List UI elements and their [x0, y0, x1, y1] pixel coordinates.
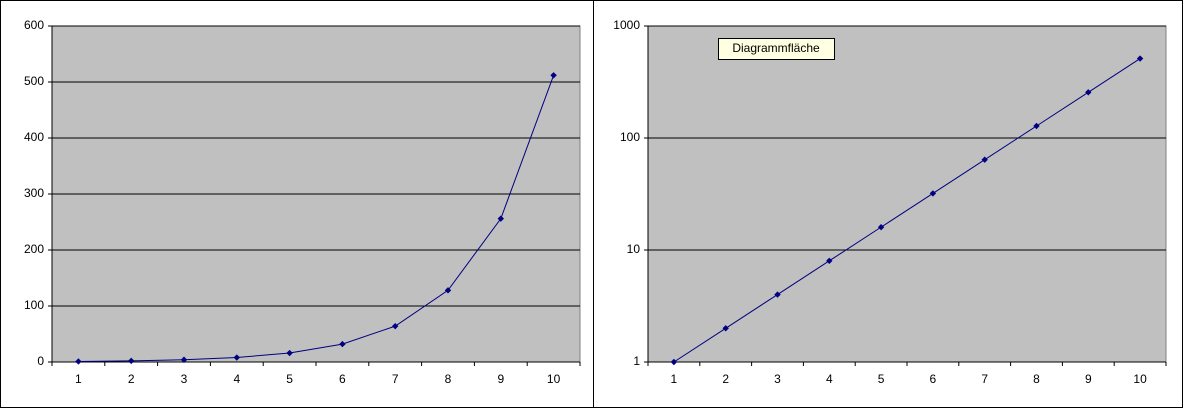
x-tick-label: 1	[75, 372, 82, 386]
y-tick-label: 500	[24, 74, 44, 88]
y-tick-label: 1	[633, 354, 640, 368]
tooltip-text: Diagrammfläche	[732, 41, 820, 55]
y-tick-label: 600	[24, 18, 44, 32]
data-marker	[929, 190, 937, 197]
y-tick-label: 1000	[613, 18, 640, 32]
x-tick-label: 10	[1133, 372, 1147, 386]
data-marker	[497, 215, 504, 222]
data-marker	[550, 72, 557, 79]
data-marker	[180, 356, 188, 363]
data-marker	[339, 340, 346, 348]
data-marker	[1085, 89, 1092, 96]
data-line	[78, 75, 555, 362]
data-marker	[722, 325, 729, 332]
x-tick-label: 6	[339, 372, 346, 386]
data-marker	[128, 357, 135, 365]
x-tick-label: 3	[774, 372, 781, 386]
x-tick-label: 10	[547, 372, 561, 386]
data-marker	[670, 358, 678, 366]
data-marker	[826, 257, 833, 265]
data-marker	[444, 287, 452, 294]
tooltip-box	[718, 38, 835, 60]
y-tick-label: 400	[24, 130, 44, 144]
data-marker	[774, 291, 781, 298]
x-tick-label: 4	[233, 372, 240, 386]
x-tick-label: 1	[671, 372, 678, 386]
x-tick-label: 7	[392, 372, 399, 386]
y-tick-label: 10	[627, 242, 641, 256]
x-tick-label: 6	[930, 372, 937, 386]
plot-area	[647, 25, 1167, 363]
data-marker	[392, 322, 399, 330]
y-tick-label: 200	[24, 242, 44, 256]
x-tick-label: 9	[1085, 372, 1092, 386]
data-marker	[286, 349, 293, 357]
x-tick-label: 5	[286, 372, 293, 386]
data-marker	[981, 156, 988, 163]
data-line	[673, 58, 1141, 363]
x-tick-label: 8	[445, 372, 452, 386]
x-tick-label: 4	[826, 372, 833, 386]
x-tick-label: 8	[1033, 372, 1040, 386]
data-marker	[233, 354, 240, 361]
data-marker	[75, 358, 82, 365]
data-marker	[1033, 122, 1040, 130]
y-tick-label: 100	[620, 130, 640, 144]
y-tick-label: 0	[37, 354, 44, 368]
x-tick-label: 9	[497, 372, 504, 386]
x-tick-label: 3	[181, 372, 188, 386]
x-tick-label: 2	[722, 372, 729, 386]
data-marker	[1136, 55, 1144, 62]
x-tick-label: 2	[128, 372, 135, 386]
y-tick-label: 300	[24, 186, 44, 200]
data-marker	[877, 223, 885, 231]
x-tick-label: 7	[981, 372, 988, 386]
y-tick-label: 100	[24, 298, 44, 312]
x-tick-label: 5	[878, 372, 885, 386]
